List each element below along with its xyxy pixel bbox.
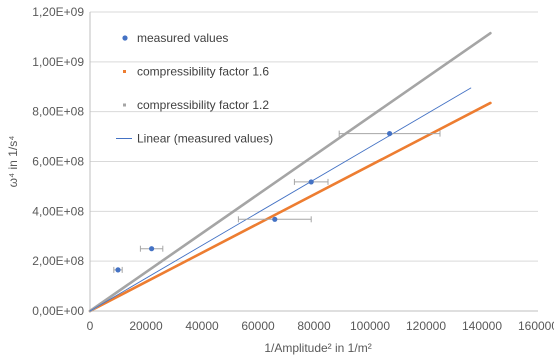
x-tick-label: 160000	[518, 319, 554, 333]
data-point	[149, 246, 155, 252]
legend-label: compressibility factor 1.6	[137, 65, 269, 79]
y-tick-label: 2,00E+08	[32, 254, 84, 268]
y-tick-label: 0,00E+00	[32, 304, 84, 318]
gridlines	[90, 11, 538, 262]
x-tick-label: 60000	[241, 319, 275, 333]
y-tick-label: 1,20E+09	[32, 5, 84, 19]
x-axis-title: 1/Amplitude² in 1/m²	[264, 341, 371, 355]
y-tick-label: 6,00E+08	[32, 155, 84, 169]
legend-label: measured values	[137, 31, 228, 45]
y-axis-title: ω⁴ in 1/s⁴	[6, 136, 20, 188]
series-line	[88, 31, 492, 313]
legend-marker	[123, 70, 126, 73]
tick-labels: 0,00E+00 2,00E+08 4,00E+08 6,00E+08 8,00E+08…	[32, 5, 554, 333]
legend-marker	[122, 35, 128, 41]
y-tick-label: 1,00E+09	[32, 55, 84, 69]
x-tick-label: 0	[87, 319, 94, 333]
data-point	[115, 267, 121, 273]
legend-label: Linear (measured values)	[137, 132, 273, 146]
y-tick-label: 8,00E+08	[32, 105, 84, 119]
legend-label: compressibility factor 1.2	[137, 98, 269, 112]
data-point	[272, 216, 278, 222]
series-line	[88, 101, 492, 313]
x-tick-label: 140000	[462, 319, 502, 333]
x-tick-label: 40000	[185, 319, 219, 333]
data-point	[308, 179, 314, 185]
trendline	[89, 87, 472, 312]
x-tick-label: 20000	[129, 319, 163, 333]
x-tick-label: 100000	[350, 319, 390, 333]
legend-marker	[123, 103, 126, 107]
y-tick-label: 4,00E+08	[32, 204, 84, 218]
x-tick-label: 80000	[297, 319, 331, 333]
legend: measured values compressibility factor 1.…	[116, 31, 273, 146]
series-layer	[88, 31, 492, 313]
data-point	[387, 130, 393, 137]
axes	[89, 12, 538, 312]
x-tick-label: 120000	[406, 319, 446, 333]
